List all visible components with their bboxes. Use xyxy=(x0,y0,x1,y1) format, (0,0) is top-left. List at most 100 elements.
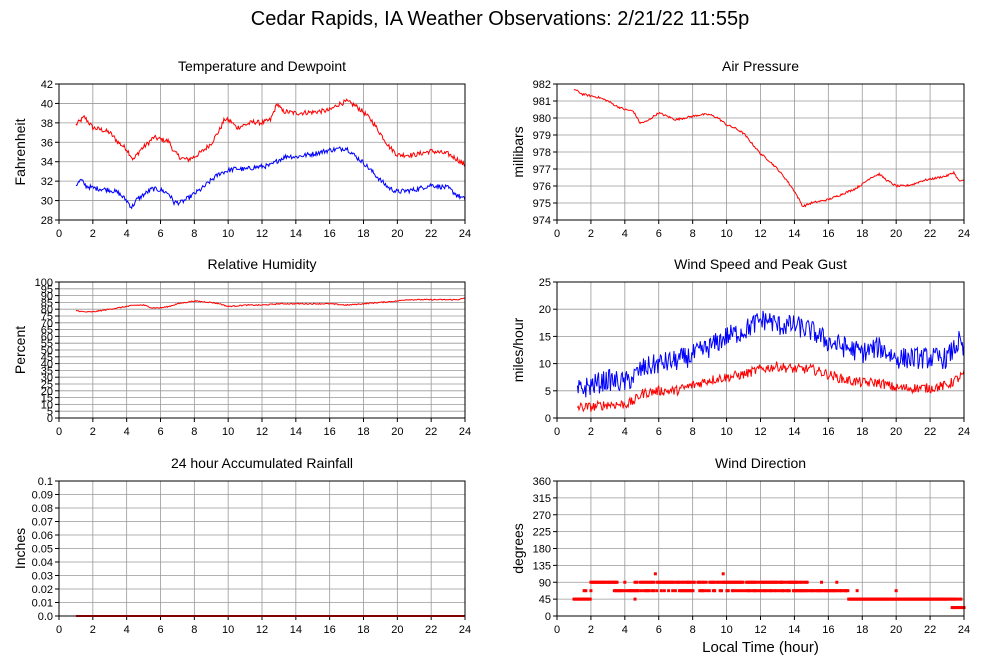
x-tick-label: 0 xyxy=(56,426,62,438)
y-axis-label: degrees xyxy=(510,523,526,574)
x-tick-label: 24 xyxy=(459,426,471,438)
y-tick-label: 0.07 xyxy=(32,517,53,529)
y-tick-label: 180 xyxy=(533,544,551,556)
direction-point xyxy=(719,589,723,593)
y-tick-label: 0.04 xyxy=(32,557,53,569)
x-tick-label: 6 xyxy=(656,228,662,240)
direction-point xyxy=(588,597,592,601)
direction-point xyxy=(623,589,627,593)
direction-point xyxy=(659,589,663,593)
direction-point xyxy=(820,589,824,593)
plot-frame xyxy=(556,480,965,617)
series-line-0 xyxy=(75,98,466,168)
x-tick-label: 20 xyxy=(890,624,902,636)
y-tick-label: 32 xyxy=(41,176,53,188)
direction-point xyxy=(946,597,950,601)
direction-point xyxy=(643,580,647,584)
direction-point xyxy=(840,589,844,593)
x-tick-label: 20 xyxy=(890,228,902,240)
direction-point xyxy=(726,589,730,593)
x-tick-label: 4 xyxy=(622,624,628,636)
x-tick-label: 22 xyxy=(425,228,437,240)
y-tick-label: 20 xyxy=(41,386,53,398)
direction-point xyxy=(952,606,956,610)
direction-point xyxy=(754,580,758,584)
direction-point xyxy=(787,589,791,593)
x-tick-label: 6 xyxy=(157,624,163,636)
direction-point xyxy=(698,580,702,584)
direction-point xyxy=(584,589,588,593)
direction-point xyxy=(673,589,677,593)
x-tick-label: 12 xyxy=(256,624,268,636)
chart-title: 24 hour Accumulated Rainfall xyxy=(171,455,353,471)
x-tick-label: 2 xyxy=(588,624,594,636)
x-tick-label: 14 xyxy=(290,426,302,438)
y-tick-label: 10 xyxy=(539,359,551,371)
direction-point xyxy=(747,589,751,593)
x-tick-label: 24 xyxy=(459,624,471,636)
x-tick-label: 22 xyxy=(425,426,437,438)
y-tick-label: 0.0 xyxy=(38,611,53,623)
x-tick-label: 16 xyxy=(822,624,834,636)
x-tick-label: 10 xyxy=(720,228,732,240)
y-tick-label: 45 xyxy=(41,352,53,364)
series-line-1 xyxy=(75,146,466,210)
direction-point xyxy=(770,589,774,593)
x-tick-label: 12 xyxy=(256,426,268,438)
direction-point xyxy=(954,606,958,610)
direction-point xyxy=(689,580,693,584)
direction-point xyxy=(635,580,639,584)
y-tick-label: 25 xyxy=(41,379,53,391)
direction-point xyxy=(638,580,642,584)
direction-point xyxy=(705,589,709,593)
x-tick-label: 0 xyxy=(56,228,62,240)
x-tick-label: 2 xyxy=(90,426,96,438)
direction-point xyxy=(781,580,785,584)
direction-point xyxy=(894,589,898,593)
x-tick-label: 24 xyxy=(459,228,471,240)
y-tick-label: 80 xyxy=(41,304,53,316)
series-line-0 xyxy=(75,297,466,313)
direction-point xyxy=(646,589,650,593)
y-tick-label: 42 xyxy=(41,79,53,91)
x-tick-label: 2 xyxy=(588,426,594,438)
direction-point xyxy=(672,580,676,584)
direction-point xyxy=(811,589,815,593)
x-tick-label: 4 xyxy=(124,426,130,438)
y-tick-label: 0.05 xyxy=(32,544,53,556)
direction-point xyxy=(648,580,652,584)
direction-point xyxy=(606,580,610,584)
x-tick-label: 18 xyxy=(357,624,369,636)
x-tick-label: 16 xyxy=(324,624,336,636)
x-tick-label: 20 xyxy=(391,624,403,636)
x-tick-label: 20 xyxy=(391,228,403,240)
x-tick-label: 20 xyxy=(391,426,403,438)
direction-point xyxy=(647,580,651,584)
x-tick-label: 4 xyxy=(622,426,628,438)
chart-title: Relative Humidity xyxy=(208,256,317,272)
direction-point xyxy=(704,580,708,584)
y-tick-label: 85 xyxy=(41,297,53,309)
direction-point xyxy=(702,589,706,593)
x-tick-label: 2 xyxy=(90,228,96,240)
x-tick-label: 6 xyxy=(656,624,662,636)
direction-point xyxy=(644,589,648,593)
x-tick-label: 18 xyxy=(856,228,868,240)
direction-point xyxy=(835,589,839,593)
series-line-1 xyxy=(576,310,965,398)
x-tick-label: 14 xyxy=(788,228,800,240)
direction-point xyxy=(655,589,659,593)
x-tick-label: 6 xyxy=(157,426,163,438)
direction-point xyxy=(702,580,706,584)
direction-point xyxy=(662,589,666,593)
direction-point xyxy=(755,589,759,593)
direction-point xyxy=(615,580,619,584)
y-tick-label: 0 xyxy=(545,611,551,623)
direction-point xyxy=(835,580,839,584)
y-tick-label: 15 xyxy=(539,331,551,343)
